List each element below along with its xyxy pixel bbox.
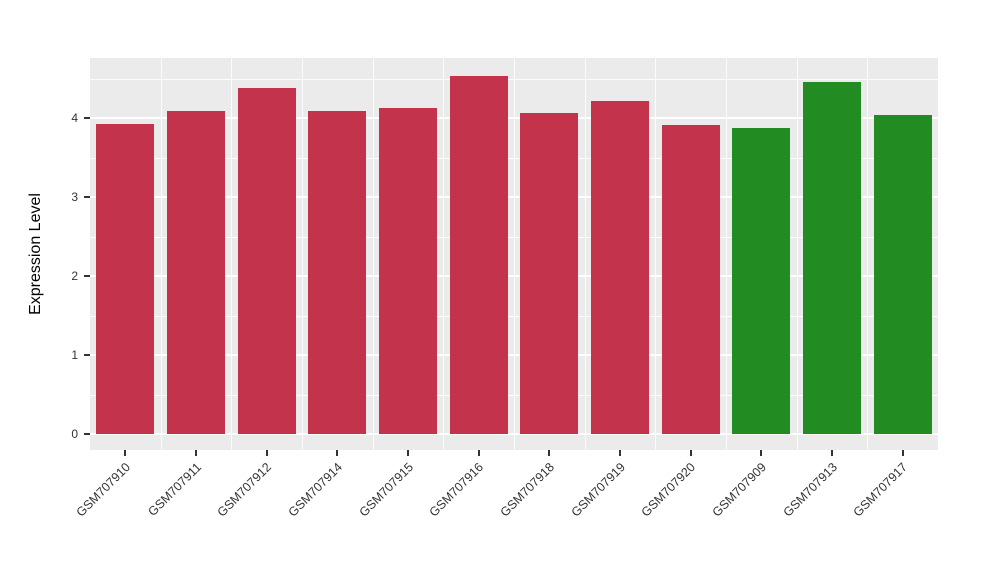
x-tick-mark (901, 450, 904, 456)
bar (520, 113, 579, 434)
x-tick-label: GSM707918 (497, 460, 558, 520)
x-tick-mark (760, 450, 763, 456)
y-tick-label: 2 (71, 269, 78, 283)
bar (873, 114, 932, 434)
y-tick-mark (84, 354, 90, 356)
x-tick-mark (195, 450, 197, 456)
x-tick-label: GSM707915 (356, 460, 416, 520)
x-tick-label: GSM707909 (709, 460, 770, 520)
y-tick-mark (84, 117, 90, 119)
bar (449, 76, 508, 434)
bar (308, 110, 367, 434)
bar (591, 101, 649, 434)
x-tick-label: GSM707912 (215, 460, 275, 520)
y-tick-label: 4 (71, 111, 78, 125)
bar (167, 110, 225, 434)
gridline-vertical (796, 58, 798, 450)
x-tick-mark (124, 450, 127, 456)
y-tick-label: 1 (71, 348, 78, 362)
bar (379, 107, 437, 434)
gridline-vertical (726, 58, 727, 450)
x-tick-mark (831, 450, 833, 456)
y-tick-label: 0 (71, 427, 78, 441)
y-tick-label: 3 (71, 190, 78, 204)
gridline-vertical (443, 58, 445, 450)
x-tick-label: GSM707917 (851, 460, 911, 520)
x-tick-label: GSM707913 (780, 460, 840, 520)
bar (803, 81, 861, 434)
x-tick-mark (689, 450, 692, 456)
gridline-vertical (867, 58, 869, 450)
x-tick-mark (548, 450, 551, 456)
gridline-vertical (231, 58, 233, 450)
gridline-vertical (655, 58, 657, 450)
x-tick-mark (265, 450, 268, 456)
x-tick-label: GSM707911 (145, 460, 204, 519)
y-tick-mark (84, 433, 90, 435)
x-tick-label: GSM707919 (568, 460, 628, 520)
gridline-vertical (584, 58, 586, 450)
chart-panel (90, 58, 938, 450)
x-tick-mark (477, 450, 480, 456)
bar (96, 123, 155, 434)
x-tick-mark (619, 450, 621, 456)
y-axis-label: Expression Level (27, 193, 44, 315)
x-tick-label: GSM707910 (73, 460, 134, 520)
gridline-vertical (160, 58, 162, 450)
x-tick-label: GSM707914 (285, 460, 346, 520)
y-tick-mark (84, 196, 90, 198)
x-tick-mark (407, 450, 409, 456)
bar (237, 87, 296, 434)
bar (661, 125, 720, 434)
gridline-vertical (514, 58, 515, 450)
bar (732, 128, 791, 434)
x-tick-label: GSM707920 (639, 460, 699, 520)
x-tick-mark (336, 450, 339, 456)
x-tick-label: GSM707916 (427, 460, 487, 520)
y-tick-mark (84, 275, 90, 277)
gridline-vertical (302, 58, 303, 450)
gridline-vertical (372, 58, 374, 450)
